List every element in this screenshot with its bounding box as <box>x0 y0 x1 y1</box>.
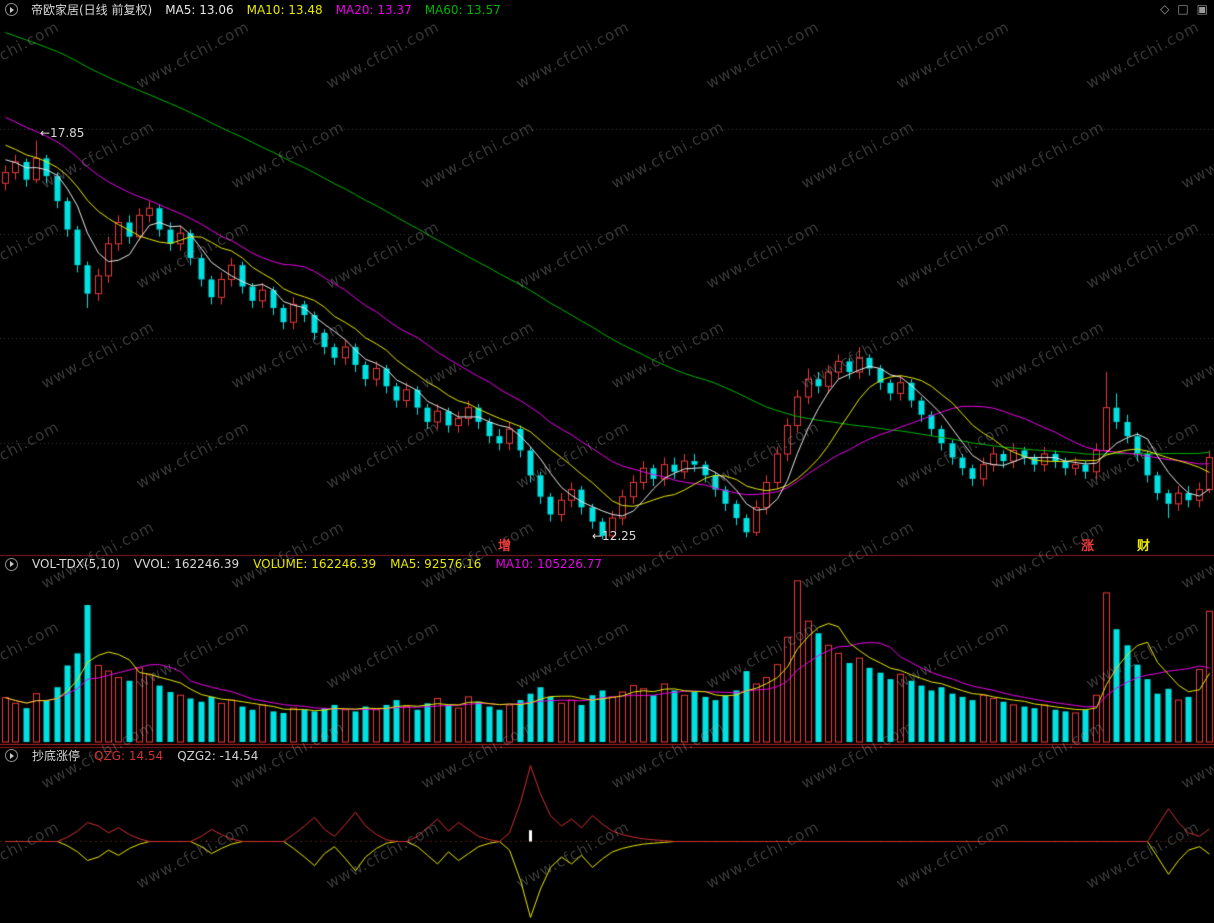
title-bar: 帝欧家居(日线 前复权) MA5: 13.06 MA10: 13.48 MA20… <box>0 0 501 19</box>
corner-toolbar: ◇ □ ▣ <box>1160 2 1208 16</box>
indicator-name: 抄底涨停 <box>32 749 81 763</box>
volume-ma5-value: MA5: 92576.16 <box>390 557 482 571</box>
stock-menu-arrow-icon <box>10 6 14 13</box>
volume-menu-arrow-icon <box>10 561 14 567</box>
grid-view-icon[interactable]: ▣ <box>1196 2 1208 16</box>
low-price-label: ←12.25 <box>592 529 637 543</box>
diamond-icon[interactable]: ◇ <box>1160 2 1170 16</box>
ma20-value: MA20: 13.37 <box>335 2 412 17</box>
high-price-label: ←17.85 <box>40 126 85 140</box>
indicator-menu-arrow-icon <box>10 752 14 759</box>
qzg2-value: QZG2: -14.54 <box>177 748 259 763</box>
volume-indicator-menu-icon[interactable] <box>5 557 18 571</box>
volume-indicator-name: VOL-TDX(5,10) <box>32 557 121 571</box>
ma10-value: MA10: 13.48 <box>246 2 323 17</box>
ma60-value: MA60: 13.57 <box>424 2 501 17</box>
qzg-value: QZG: 14.54 <box>94 748 164 763</box>
volume-value: VOLUME: 162246.39 <box>253 557 377 571</box>
window-icon[interactable]: □ <box>1177 2 1189 16</box>
marker-cai: 财 <box>1137 539 1151 554</box>
stock-title: 帝欧家居(日线 前复权) <box>31 3 153 17</box>
indicator-menu-icon[interactable] <box>5 749 18 762</box>
ma5-value: MA5: 13.06 <box>165 2 234 17</box>
stock-menu-icon[interactable] <box>5 3 18 16</box>
indicator-panel-header: 抄底涨停 QZG: 14.54 QZG2: -14.54 <box>5 747 258 764</box>
vvol-value: VVOL: 162246.39 <box>134 557 240 571</box>
marker-zhang: 涨 <box>1081 539 1095 554</box>
volume-panel-header: VOL-TDX(5,10) VVOL: 162246.39 VOLUME: 16… <box>5 557 602 571</box>
volume-ma10-value: MA10: 105226.77 <box>495 557 603 571</box>
marker-zeng: 增 <box>498 539 512 554</box>
